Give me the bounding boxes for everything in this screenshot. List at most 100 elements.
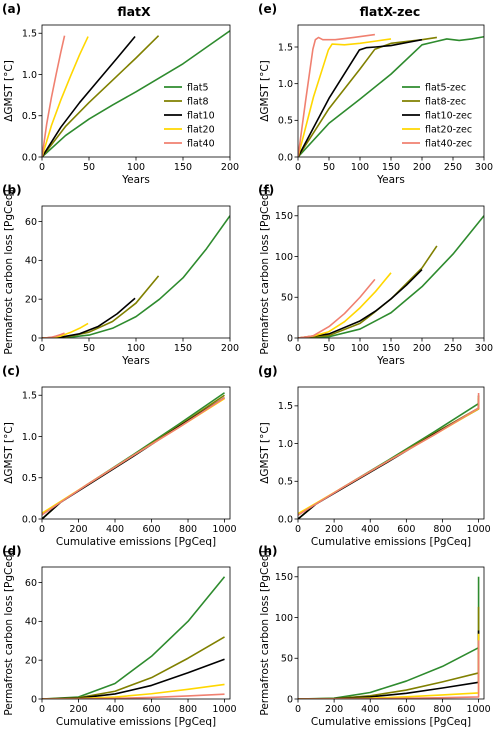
series-group (298, 393, 480, 519)
y-tick-label: 100 (275, 252, 293, 263)
y-tick-label: 60 (25, 217, 37, 228)
series-line-flat40 (298, 278, 376, 338)
series-line-flat20-zec (298, 38, 392, 157)
y-tick-label: 0.0 (22, 152, 37, 163)
panel-label: (g) (258, 364, 278, 378)
series-line-flat5 (42, 30, 230, 157)
y-tick-label: 1.5 (22, 391, 37, 402)
x-tick-label: 150 (174, 162, 192, 173)
axes-frame (41, 205, 231, 339)
x-axis-label: Cumulative emissions [PgCeq] (311, 536, 471, 548)
legend-entry: flat40-zec (425, 138, 472, 149)
x-axis-label: Years (121, 355, 150, 367)
y-tick-label: 0.0 (22, 514, 37, 525)
x-axis-label: Cumulative emissions [PgCeq] (56, 716, 216, 728)
x-axis-label: Years (121, 174, 150, 186)
legend-entry: flat20 (187, 124, 215, 135)
legend-entry: flat5 (187, 82, 209, 93)
y-tick-label: 1.5 (22, 29, 37, 40)
series-group (298, 576, 480, 699)
x-tick-label: 800 (433, 524, 451, 535)
x-tick-label: 400 (106, 704, 124, 715)
y-tick-label: 150 (275, 211, 293, 222)
y-tick-label: 0.5 (278, 116, 293, 127)
axes-frame (297, 566, 485, 700)
y-tick-label: 50 (281, 293, 293, 304)
panel-label: (c) (2, 364, 20, 378)
axes-frame (41, 386, 231, 520)
x-tick-label: 1000 (466, 524, 490, 535)
panel-label: (b) (2, 183, 22, 197)
panel-g: 0 200 400 600 800 1000 0.0 0.5 1.0 1.5 Cumulative … (258, 364, 491, 548)
series-line-flat8 (298, 606, 480, 699)
y-tick-label: 0.5 (22, 111, 37, 122)
y-tick-label: 1.0 (278, 79, 293, 90)
series-line-flat20 (298, 633, 480, 699)
panel-a: 0 50 100 150 200 0.0 0.5 1.0 1.5 Years ΔGMST [°C] (… (2, 2, 239, 186)
x-tick-label: 200 (325, 524, 343, 535)
series-group (42, 576, 226, 699)
series-line-flat40 (298, 393, 480, 516)
y-axis-label: Permafrost carbon loss [PgCeq] (259, 189, 271, 354)
panel-h: 0 200 400 600 800 1000 0 50 100 150 Cumulative emi… (258, 544, 491, 728)
series-line-flat8 (42, 275, 160, 338)
series-group (42, 30, 230, 157)
series-line-flat40 (298, 640, 480, 699)
y-axis-label: Permafrost carbon loss [PgCeq] (3, 189, 15, 354)
legend-entry: flat10-zec (425, 110, 472, 121)
series-line-flat5 (42, 215, 230, 338)
y-tick-label: 1.0 (278, 439, 293, 450)
series-line-flat5 (298, 576, 480, 699)
y-tick-label: 0.5 (278, 477, 293, 488)
x-tick-label: 800 (433, 704, 451, 715)
series-line-flat5-zec (298, 35, 484, 157)
y-tick-label: 1.0 (22, 432, 37, 443)
legend: flat5-zec flat8-zec flat10-zec flat20-zec fl… (402, 82, 472, 149)
series-group (42, 215, 230, 338)
column-title-flatx-zec: flatX-zec (360, 4, 421, 19)
legend-entry: flat8 (187, 96, 209, 107)
series-line-flat20 (298, 397, 480, 515)
series-line-flat10 (298, 268, 423, 338)
legend: flat5 flat8 flat10 flat20 flat40 (164, 82, 215, 149)
x-tick-label: 600 (397, 524, 415, 535)
panel-label: (a) (2, 2, 21, 16)
x-tick-label: 600 (142, 704, 160, 715)
x-tick-label: 150 (382, 162, 400, 173)
x-tick-label: 0 (295, 524, 301, 535)
series-group (298, 33, 484, 157)
series-line-flat40 (42, 35, 66, 157)
x-tick-label: 200 (69, 704, 87, 715)
x-tick-label: 200 (413, 162, 431, 173)
y-tick-label: 0 (287, 333, 293, 344)
panel-label: (e) (258, 2, 277, 16)
series-line-flat5 (42, 576, 226, 699)
series-line-flat40 (42, 397, 225, 516)
x-tick-label: 400 (361, 704, 379, 715)
x-tick-label: 150 (382, 343, 400, 354)
x-tick-label: 200 (413, 343, 431, 354)
legend-entry: flat40 (187, 138, 215, 149)
panel-d: 0 200 400 600 800 1000 0 20 40 60 Cumulative emiss… (2, 544, 237, 728)
x-axis-label: Cumulative emissions [PgCeq] (56, 536, 216, 548)
series-line-flat10 (298, 398, 480, 519)
x-tick-label: 0 (39, 162, 45, 173)
legend-entry: flat10 (187, 110, 215, 121)
y-tick-label: 0.5 (22, 473, 37, 484)
column-title-flatx: flatX (117, 4, 151, 19)
y-tick-label: 100 (275, 613, 293, 624)
y-axis-label: Permafrost carbon loss [PgCeq] (3, 550, 15, 715)
y-tick-label: 1.5 (278, 401, 293, 412)
series-group (298, 215, 484, 338)
x-tick-label: 300 (475, 343, 493, 354)
y-tick-label: 20 (25, 655, 37, 666)
x-tick-label: 250 (444, 343, 462, 354)
series-line-flat40-zec (298, 33, 375, 157)
series-line-flat20 (42, 36, 89, 157)
x-tick-label: 100 (351, 162, 369, 173)
x-tick-label: 50 (323, 343, 335, 354)
series-line-flat8 (42, 35, 160, 157)
legend-entry: flat20-zec (425, 124, 472, 135)
